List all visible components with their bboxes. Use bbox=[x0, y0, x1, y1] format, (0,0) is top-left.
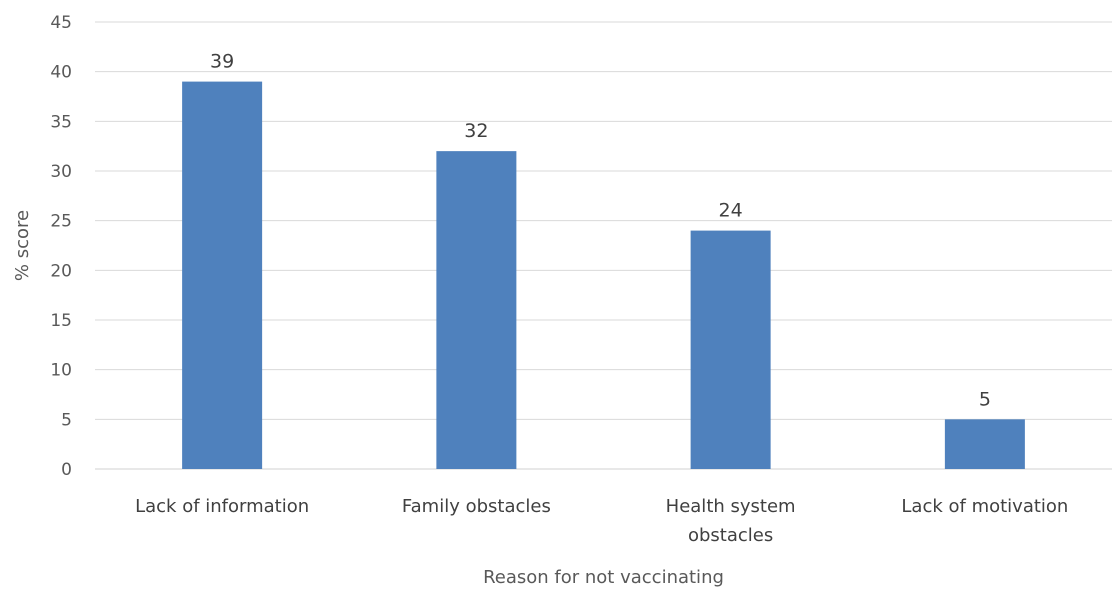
y-tick-label: 35 bbox=[50, 112, 72, 132]
y-tick-label: 15 bbox=[50, 311, 72, 331]
data-label: 5 bbox=[979, 388, 991, 410]
y-tick-label: 25 bbox=[50, 212, 72, 232]
x-axis-title: Reason for not vaccinating bbox=[483, 567, 724, 588]
y-axis-title: % score bbox=[12, 210, 33, 281]
data-labels: 39 32 24 5 bbox=[210, 51, 991, 411]
bar bbox=[436, 151, 517, 469]
data-label: 39 bbox=[210, 51, 234, 73]
y-tick-label: 5 bbox=[61, 410, 72, 430]
x-category-label: Lack of information bbox=[135, 496, 309, 517]
bar bbox=[182, 81, 263, 469]
data-label: 32 bbox=[464, 120, 488, 142]
y-tick-label: 45 bbox=[50, 13, 72, 33]
x-category-label: Family obstacles bbox=[402, 496, 551, 517]
bars bbox=[182, 81, 1025, 469]
bar bbox=[944, 419, 1025, 469]
y-tick-label: 40 bbox=[50, 63, 72, 83]
bar bbox=[690, 230, 771, 469]
data-label: 24 bbox=[719, 200, 743, 222]
x-category-label: Health system obstacles bbox=[666, 496, 796, 546]
y-axis-ticks: 0 5 10 15 20 25 30 35 40 45 bbox=[50, 13, 72, 480]
gridlines bbox=[95, 21, 1112, 470]
y-tick-label: 10 bbox=[50, 361, 72, 381]
x-category-label: Lack of motivation bbox=[901, 496, 1068, 517]
y-tick-label: 30 bbox=[50, 162, 72, 182]
y-tick-label: 20 bbox=[50, 261, 72, 281]
y-tick-label: 0 bbox=[61, 460, 72, 480]
x-axis-categories: Lack of information Family obstacles Healt… bbox=[135, 496, 1068, 546]
